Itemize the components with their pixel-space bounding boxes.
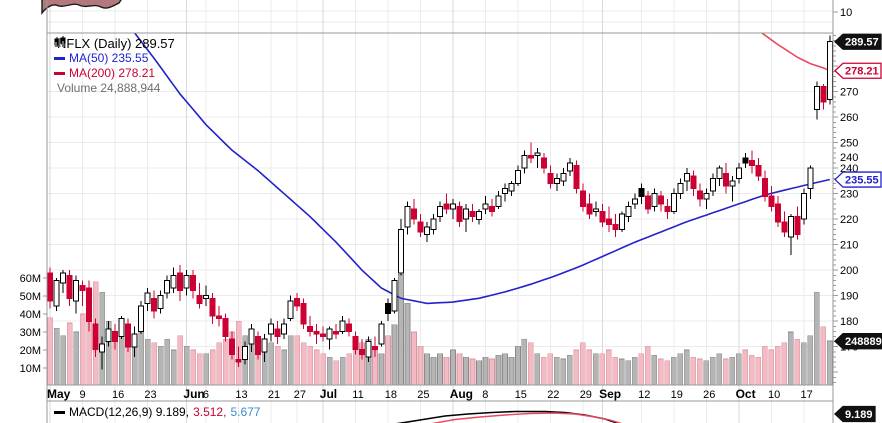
svg-text:Aug: Aug bbox=[450, 387, 473, 401]
svg-text:6: 6 bbox=[203, 389, 209, 401]
svg-text:220: 220 bbox=[840, 214, 858, 226]
volume-label: Volume 24,888,944 bbox=[57, 81, 161, 95]
svg-text:Jun: Jun bbox=[183, 387, 204, 401]
axis-badge: 289.57 bbox=[834, 33, 882, 50]
macd-hist-value: 5.677 bbox=[230, 405, 261, 419]
svg-text:May: May bbox=[47, 387, 71, 401]
axis-badge: 248889 bbox=[834, 333, 882, 350]
macd-legend: MACD(12,26,9) 9.189, 3.512, 5.677 bbox=[54, 405, 260, 419]
volume-axis-tickmarks bbox=[43, 277, 47, 369]
svg-text:27: 27 bbox=[294, 389, 306, 401]
right-axis-ticks bbox=[833, 11, 838, 383]
ma50-label: MA(50) 235.55 bbox=[69, 51, 149, 65]
svg-text:9.189: 9.189 bbox=[845, 409, 873, 421]
svg-text:200: 200 bbox=[840, 265, 858, 277]
svg-text:230: 230 bbox=[840, 189, 858, 201]
svg-text:289.57: 289.57 bbox=[845, 37, 879, 49]
svg-text:9: 9 bbox=[80, 389, 86, 401]
legend-symbol-row: NFLX (Daily) 289.57 bbox=[54, 36, 175, 51]
ma200-line bbox=[760, 33, 831, 72]
svg-text:235.55: 235.55 bbox=[845, 175, 879, 187]
svg-text:16: 16 bbox=[112, 389, 124, 401]
svg-text:260: 260 bbox=[840, 112, 858, 124]
svg-text:190: 190 bbox=[840, 291, 858, 303]
svg-text:12: 12 bbox=[638, 389, 650, 401]
svg-text:17: 17 bbox=[801, 389, 813, 401]
svg-text:20M: 20M bbox=[20, 345, 41, 357]
macd-label: MACD(12,26,9) 9.189, bbox=[69, 405, 190, 419]
svg-text:278.21: 278.21 bbox=[845, 66, 879, 78]
svg-text:270: 270 bbox=[840, 87, 858, 99]
legend-volume-row: Volume 24,888,944 bbox=[54, 38, 175, 96]
macd-line-icon bbox=[54, 410, 65, 414]
svg-text:40M: 40M bbox=[20, 309, 41, 321]
svg-text:180: 180 bbox=[840, 316, 858, 328]
svg-text:10: 10 bbox=[768, 389, 780, 401]
svg-text:19: 19 bbox=[671, 389, 683, 401]
ma200-label: MA(200) 278.21 bbox=[69, 66, 156, 80]
svg-text:210: 210 bbox=[840, 240, 858, 252]
svg-text:11: 11 bbox=[352, 389, 363, 401]
axis-badge: 278.21 bbox=[834, 62, 882, 79]
svg-text:Sep: Sep bbox=[599, 387, 621, 401]
ma50-line-icon bbox=[54, 57, 65, 60]
svg-text:Oct: Oct bbox=[736, 387, 756, 401]
svg-text:60M: 60M bbox=[20, 273, 41, 285]
chart-legend: NFLX (Daily) 289.57 MA(50) 235.55 MA(200… bbox=[54, 36, 175, 96]
svg-text:25: 25 bbox=[417, 389, 429, 401]
symbol-title: NFLX (Daily) 289.57 bbox=[57, 36, 175, 51]
svg-text:50M: 50M bbox=[20, 291, 41, 303]
legend-ma50-row: MA(50) 235.55 bbox=[54, 51, 175, 66]
volume-axis-labels: 10M 20M 30M 40M 50M 60M bbox=[20, 273, 41, 375]
legend-ma200-row: MA(200) 278.21 bbox=[54, 66, 175, 81]
svg-text:10M: 10M bbox=[20, 363, 41, 375]
svg-text:18: 18 bbox=[385, 389, 397, 401]
candles bbox=[47, 35, 833, 370]
axis-badge: 235.55 bbox=[834, 171, 882, 188]
ma50-line bbox=[134, 33, 830, 305]
svg-text:240: 240 bbox=[840, 152, 858, 164]
svg-text:Jul: Jul bbox=[320, 387, 337, 401]
svg-text:21: 21 bbox=[268, 389, 280, 401]
svg-text:248889: 248889 bbox=[845, 336, 882, 348]
svg-text:23: 23 bbox=[144, 389, 156, 401]
ma200-line-icon bbox=[54, 72, 65, 75]
svg-text:26: 26 bbox=[703, 389, 715, 401]
macd-signal-value: 3.512, bbox=[193, 405, 227, 419]
macd-line-red bbox=[431, 412, 623, 423]
axis-badge: 9.189 bbox=[834, 405, 876, 423]
svg-text:30M: 30M bbox=[20, 327, 41, 339]
macd-line-black bbox=[396, 410, 620, 423]
panel-borders bbox=[46, 0, 834, 423]
svg-text:250: 250 bbox=[840, 138, 858, 150]
svg-text:10: 10 bbox=[840, 7, 852, 19]
svg-text:15: 15 bbox=[515, 389, 527, 401]
svg-text:8: 8 bbox=[482, 389, 488, 401]
upper-indicator-area bbox=[41, 0, 122, 16]
svg-text:29: 29 bbox=[580, 389, 592, 401]
svg-text:22: 22 bbox=[547, 389, 559, 401]
svg-text:13: 13 bbox=[235, 389, 247, 401]
